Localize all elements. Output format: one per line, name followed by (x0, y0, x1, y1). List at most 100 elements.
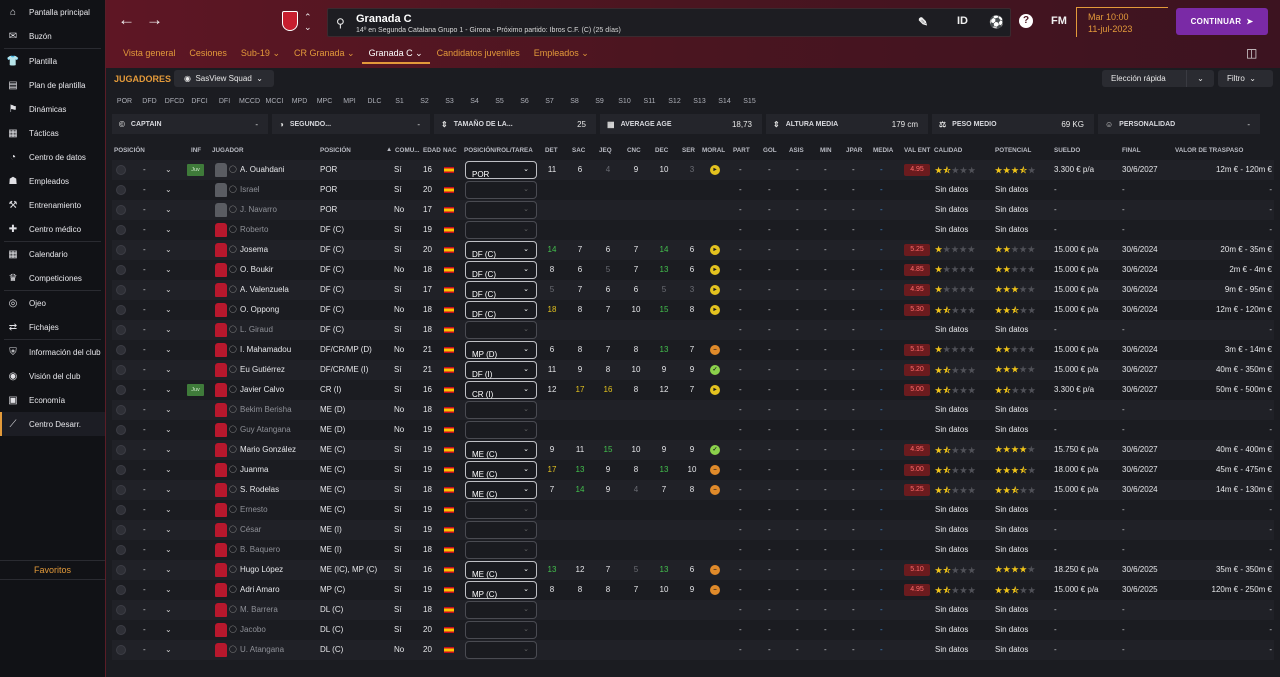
sidebar-item-development[interactable]: ⟋ Centro Desarr. (0, 412, 105, 436)
chevron-down-icon[interactable]: ⌄ (165, 225, 172, 234)
column-header-5[interactable]: EDAD (423, 147, 441, 154)
column-header-21[interactable]: VAL ENT (904, 147, 931, 154)
role-selector[interactable]: MP (C) ⌄ (465, 581, 537, 599)
chevron-down-icon[interactable]: ⌄ (165, 625, 172, 634)
table-row[interactable]: - ⌄ ◯ Guy Atangana ME (D) No 19 ⌄ - - - - - - Sin dato… (112, 420, 1274, 440)
player-name[interactable]: A. Ouahdani (240, 165, 285, 174)
chevron-down-icon[interactable]: ⌄ (165, 405, 172, 414)
sidebar-item-club-info[interactable]: ⛨ Información del club (0, 340, 105, 364)
chevron-down-icon[interactable]: ⌄ (165, 465, 172, 474)
column-header-20[interactable]: MEDIA (873, 147, 894, 154)
chevron-down-icon[interactable]: ⌄ (165, 345, 172, 354)
assigned-position[interactable]: - (143, 505, 146, 514)
column-header-7[interactable]: POSICIÓN/ROL/TAREA (464, 147, 533, 154)
assigned-position[interactable]: - (143, 485, 146, 494)
sidebar-item-inbox[interactable]: ✉ Buzón (0, 24, 105, 48)
column-header-8[interactable]: DET (545, 147, 558, 154)
chevron-down-icon[interactable]: ⌄ (165, 385, 172, 394)
column-header-2[interactable]: JUGADOR (212, 147, 244, 154)
back-arrow-icon[interactable]: ← (118, 10, 135, 29)
sidebar-item-transfers[interactable]: ⇄ Fichajes (0, 315, 105, 339)
column-header-12[interactable]: DEC (655, 147, 669, 154)
role-selector[interactable]: ME (C) ⌄ (465, 461, 537, 479)
chevron-down-icon[interactable]: ⌄ (165, 245, 172, 254)
column-header-16[interactable]: GOL (763, 147, 777, 154)
assigned-position[interactable]: - (143, 345, 146, 354)
table-row[interactable]: - ⌄ ◯ S. Rodelas ME (C) Sí 18 ME (C) ⌄ 7 14 9 4 7 8 – - -… (112, 480, 1274, 500)
chevron-down-icon[interactable]: ⌄ (165, 165, 172, 174)
club-switch-icon[interactable]: ⌃ ⌄ (304, 12, 312, 32)
filter-button[interactable]: Filtro ⌄ (1218, 70, 1273, 87)
table-row[interactable]: - ⌄ ◯ I. Mahamadou DF/CR/MP (D) No 21 MP (D) ⌄ 6 8… (112, 340, 1274, 360)
position-filter-20[interactable]: S10 (618, 98, 631, 105)
role-selector[interactable]: ⌄ (465, 621, 537, 639)
position-filter-21[interactable]: S11 (643, 98, 656, 105)
select-checkbox[interactable] (116, 625, 126, 635)
chevron-down-icon[interactable]: ⌄ (165, 205, 172, 214)
column-header-1[interactable]: INF (191, 147, 202, 154)
position-filter-16[interactable]: S6 (520, 98, 529, 105)
select-checkbox[interactable] (116, 385, 126, 395)
select-checkbox[interactable] (116, 405, 126, 415)
player-name[interactable]: S. Rodelas (240, 485, 280, 494)
table-row[interactable]: - ⌄ Juv ◯ Javier Calvo CR (I) Sí 16 CR (I) ⌄ 12 17 1… (112, 380, 1274, 400)
role-selector[interactable]: DF (C) ⌄ (465, 301, 537, 319)
assigned-position[interactable]: - (143, 225, 146, 234)
position-filter-11[interactable]: S1 (395, 98, 404, 105)
table-row[interactable]: - ⌄ ◯ Juanma ME (C) Sí 19 ME (C) ⌄ 17 13 9 8 13 10 – - - -… (112, 460, 1274, 480)
player-name[interactable]: Eu Gutiérrez (240, 365, 285, 374)
table-row[interactable]: - ⌄ ◯ Jacobo DL (C) Sí 20 ⌄ - - - - - - Sin datos Sin d… (112, 620, 1274, 640)
chevron-down-icon[interactable]: ⌄ (165, 365, 172, 374)
role-selector[interactable]: ⌄ (465, 521, 537, 539)
position-filter-2[interactable]: DFCD (164, 98, 185, 105)
assigned-position[interactable]: - (143, 265, 146, 274)
tab-4[interactable]: Granada C ⌄ (361, 42, 430, 64)
select-checkbox[interactable] (116, 565, 126, 575)
role-selector[interactable]: ME (C) ⌄ (465, 561, 537, 579)
sidebar-item-club-vision[interactable]: ◉ Visión del club (0, 364, 105, 388)
role-selector[interactable]: ⌄ (465, 641, 537, 659)
assigned-position[interactable]: - (143, 405, 146, 414)
position-filter-19[interactable]: S9 (595, 98, 604, 105)
player-name[interactable]: César (240, 525, 262, 534)
player-name[interactable]: Juanma (240, 465, 269, 474)
chevron-down-icon[interactable]: ⌄ (165, 425, 172, 434)
chevron-down-icon[interactable]: ⌄ (165, 485, 172, 494)
position-filter-0[interactable]: POR (116, 98, 133, 105)
sidebar-item-home[interactable]: ⌂ Pantalla principal (0, 0, 105, 24)
role-selector[interactable]: DF (I) ⌄ (465, 361, 537, 379)
assigned-position[interactable]: - (143, 625, 146, 634)
role-selector[interactable]: ⌄ (465, 321, 537, 339)
select-checkbox[interactable] (116, 285, 126, 295)
player-name[interactable]: O. Boukir (240, 265, 274, 274)
position-filter-10[interactable]: DLC (367, 98, 382, 105)
table-row[interactable]: - ⌄ ◯ O. Boukir DF (C) No 18 DF (C) ⌄ 8 6 5 7 13 6 ▸ - - -… (112, 260, 1274, 280)
column-header-6[interactable]: NAC (443, 147, 457, 154)
table-row[interactable]: - ⌄ ◯ Israel POR Sí 20 ⌄ - - - - - - Sin datos Sin dato… (112, 180, 1274, 200)
select-checkbox[interactable] (116, 165, 126, 175)
monitor-icon[interactable]: ◫ (1246, 46, 1258, 60)
favorites-header[interactable]: Favoritos (0, 560, 105, 580)
assigned-position[interactable]: - (143, 645, 146, 654)
assigned-position[interactable]: - (143, 425, 146, 434)
table-row[interactable]: - ⌄ ◯ B. Baquero ME (I) Sí 18 ⌄ - - - - - - Sin datos S… (112, 540, 1274, 560)
position-filter-4[interactable]: DFI (218, 98, 231, 105)
player-name[interactable]: U. Atangana (240, 645, 285, 654)
column-header-15[interactable]: PART (733, 147, 750, 154)
column-header-24[interactable]: SUELDO (1054, 147, 1081, 154)
position-filter-12[interactable]: S2 (420, 98, 429, 105)
assigned-position[interactable]: - (143, 585, 146, 594)
position-filter-1[interactable]: DFD (142, 98, 157, 105)
chevron-down-icon[interactable]: ⌄ (165, 325, 172, 334)
chevron-down-icon[interactable]: ⌄ (165, 505, 172, 514)
role-selector[interactable]: ⌄ (465, 501, 537, 519)
column-header-0[interactable]: POSICIÓN (114, 147, 145, 154)
role-selector[interactable]: ⌄ (465, 601, 537, 619)
select-checkbox[interactable] (116, 305, 126, 315)
assigned-position[interactable]: - (143, 305, 146, 314)
chevron-down-icon[interactable]: ⌄ (165, 605, 172, 614)
select-checkbox[interactable] (116, 345, 126, 355)
select-checkbox[interactable] (116, 325, 126, 335)
chevron-down-icon[interactable]: ⌄ (165, 305, 172, 314)
table-row[interactable]: - ⌄ ◯ Eu Gutiérrez DF/CR/ME (I) Sí 21 DF (I) ⌄ 11… (112, 360, 1274, 380)
